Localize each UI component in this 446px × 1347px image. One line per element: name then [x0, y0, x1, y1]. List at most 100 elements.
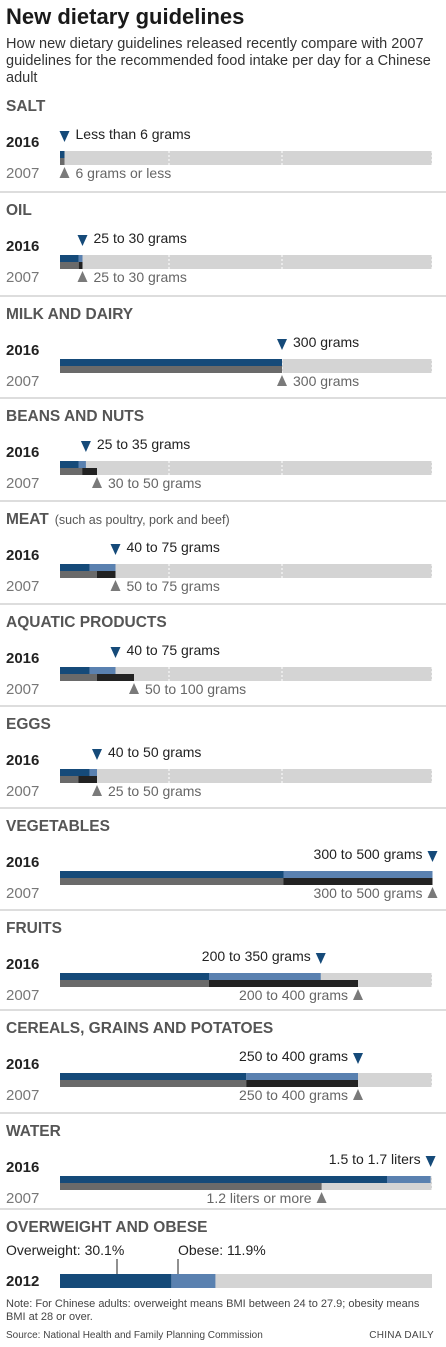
value-label-2016: 40 to 75 grams: [127, 539, 220, 555]
year-old-label: 2007: [6, 165, 39, 182]
track-old: [60, 776, 432, 783]
year-old-label: 2007: [6, 885, 39, 902]
bar-2007-range: [82, 468, 97, 475]
bar-2016-range: [89, 667, 116, 674]
marker-2007: [77, 271, 88, 282]
year-new-label: 2016: [6, 238, 39, 255]
obese-bar: [171, 1274, 216, 1288]
value-label-2016: 40 to 50 grams: [108, 744, 201, 760]
bar-2016-min: [60, 1073, 247, 1080]
bar-2016-range: [283, 871, 433, 878]
category-heading-fruits: FRUITS: [6, 920, 62, 937]
marker-2007: [129, 683, 139, 694]
year-old-label: 2007: [6, 681, 39, 698]
category-heading-oil: OIL: [6, 202, 32, 219]
year-new-label: 2016: [6, 134, 39, 151]
value-label-2016: 300 to 500 grams: [314, 846, 423, 862]
bar-2016-min: [60, 564, 90, 571]
overweight-label: Overweight: 30.1%: [6, 1242, 124, 1258]
marker-2016: [353, 1053, 363, 1064]
bar-2007-min: [60, 1080, 247, 1087]
year-new-label: 2016: [6, 956, 39, 973]
page-subtitle: How new dietary guidelines released rece…: [6, 36, 431, 86]
bar-2007-range: [97, 674, 134, 681]
year-old-label: 2007: [6, 1087, 39, 1104]
marker-2016: [425, 1156, 436, 1167]
marker-2007: [316, 1192, 327, 1203]
bar-2007-min: [60, 158, 65, 165]
category-heading-vegetables: VEGETABLES: [6, 818, 110, 835]
bar-2007-range: [78, 262, 83, 269]
value-label-2016: 25 to 35 grams: [97, 436, 190, 452]
category-heading-eggs: EGGS: [6, 716, 51, 733]
bar-2007-range: [283, 878, 433, 885]
track-new: [60, 667, 432, 674]
bar-2016-range: [78, 461, 86, 468]
year-new-label: 2016: [6, 650, 39, 667]
value-label-2016: 200 to 350 grams: [202, 948, 311, 964]
year-old-label: 2007: [6, 987, 39, 1004]
bar-2007-min: [60, 262, 79, 269]
year-old-label: 2007: [6, 475, 39, 492]
year-old-label: 2007: [6, 269, 39, 286]
year-new-label: 2016: [6, 342, 39, 359]
obese-label: Obese: 11.9%: [178, 1242, 266, 1258]
value-label-2007: 300 grams: [293, 373, 359, 389]
bar-2016-min: [60, 461, 79, 468]
bar-2007-min: [60, 571, 97, 578]
marker-2007: [92, 477, 102, 488]
marker-2016: [110, 647, 121, 658]
marker-2016: [59, 131, 70, 142]
marker-2007: [353, 989, 363, 1000]
marker-2007: [110, 580, 121, 591]
bar-2016-min: [60, 667, 90, 674]
bar-2007-range: [209, 980, 358, 987]
year-2012-label: 2012: [6, 1273, 39, 1290]
marker-2016: [80, 441, 91, 452]
bar-2016-min: [60, 359, 282, 366]
value-label-2007: 1.2 liters or more: [207, 1190, 312, 1206]
track-old: [60, 262, 432, 269]
marker-2007: [427, 887, 438, 898]
source-credit: Source: National Health and Family Plann…: [6, 1330, 263, 1341]
bar-2007-min: [60, 468, 83, 475]
value-label-2007: 25 to 50 grams: [108, 783, 201, 799]
year-old-label: 2007: [6, 783, 39, 800]
bar-2016-range: [387, 1176, 431, 1183]
track-old: [60, 674, 432, 681]
bar-2007-range: [97, 571, 116, 578]
year-old-label: 2007: [6, 373, 39, 390]
bar-2007-range: [246, 1080, 358, 1087]
bar-2007-range: [78, 776, 97, 783]
publisher-credit: CHINA DAILY: [369, 1330, 434, 1341]
value-label-2016: 40 to 75 grams: [127, 642, 220, 658]
track-old: [60, 571, 432, 578]
track-new: [60, 255, 432, 262]
year-new-label: 2016: [6, 854, 39, 871]
bar-2016-min: [60, 151, 65, 158]
year-new-label: 2016: [6, 444, 39, 461]
page-title: New dietary guidelines: [6, 4, 245, 29]
bar-2016-min: [60, 255, 79, 262]
bar-2016-min: [60, 769, 90, 776]
bar-2007-min: [60, 1183, 322, 1190]
marker-2007: [277, 375, 287, 386]
bar-2016-range: [246, 1073, 358, 1080]
value-label-2007: 250 to 400 grams: [239, 1087, 348, 1103]
marker-2016: [315, 953, 326, 964]
marker-2007: [92, 785, 102, 796]
value-label-2007: 6 grams or less: [76, 165, 172, 181]
bar-2007-min: [60, 674, 97, 681]
value-label-2007: 200 to 400 grams: [239, 987, 348, 1003]
category-heading-milk-and-dairy: MILK AND DAIRY: [6, 306, 134, 323]
value-label-2007: 25 to 30 grams: [94, 269, 187, 285]
year-new-label: 2016: [6, 1056, 39, 1073]
value-label-2016: 250 to 400 grams: [239, 1048, 348, 1064]
value-label-2016: 300 grams: [293, 334, 359, 350]
track-new: [60, 151, 432, 158]
bar-2007-min: [60, 980, 209, 987]
category-heading-cereals-grains-and-potatoes: CEREALS, GRAINS AND POTATOES: [6, 1020, 273, 1037]
marker-2016: [92, 749, 102, 760]
year-new-label: 2016: [6, 752, 39, 769]
